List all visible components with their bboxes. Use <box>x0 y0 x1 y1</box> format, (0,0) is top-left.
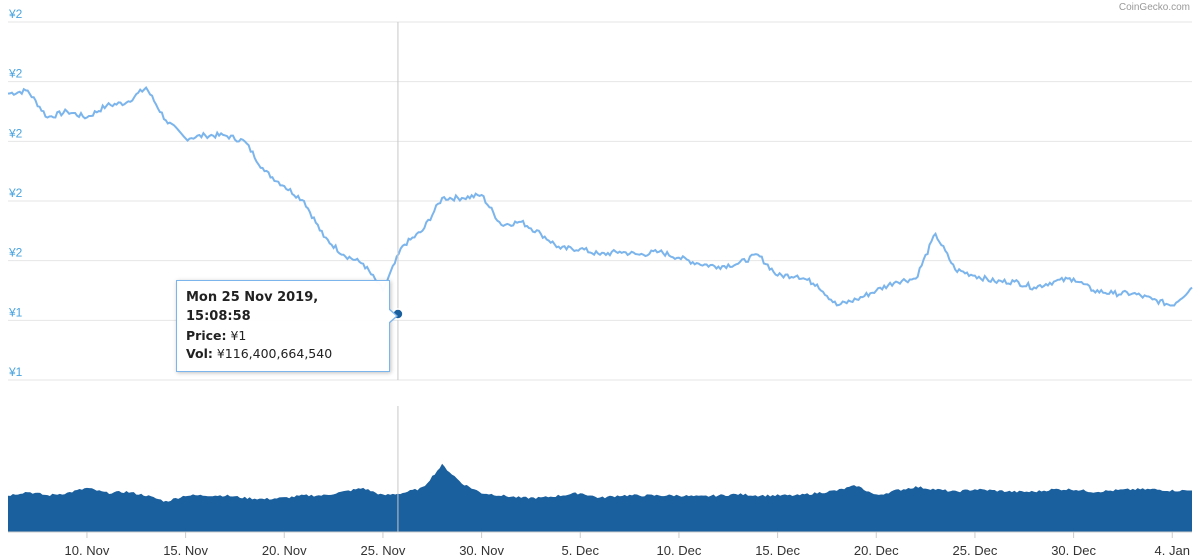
tooltip-date: Mon 25 Nov 2019, 15:08:58 <box>186 290 319 324</box>
x-tick-label: 20. Dec <box>854 543 899 558</box>
tooltip-vol-label: Vol: <box>186 345 213 361</box>
y-tick-label: ¥2 <box>8 186 23 200</box>
x-tick-label: 15. Dec <box>755 543 800 558</box>
x-tick-label: 5. Dec <box>561 543 599 558</box>
x-tick-label: 30. Dec <box>1051 543 1096 558</box>
x-tick-label: 25. Dec <box>953 543 998 558</box>
tooltip-vol-row: Vol: ¥116,400,664,540 <box>186 345 380 363</box>
x-tick-label: 4. Jan <box>1155 543 1190 558</box>
y-tick-label: ¥2 <box>8 7 23 21</box>
y-tick-label: ¥1 <box>8 365 23 379</box>
tooltip-arrow-inner <box>388 309 396 323</box>
volume-area <box>8 463 1192 532</box>
y-axis-ticks: ¥2 ¥2 ¥2 ¥2 ¥2 ¥1 ¥1 <box>8 7 23 379</box>
tooltip-price-row: Price: ¥1 <box>186 327 380 345</box>
x-tick-label: 30. Nov <box>459 543 504 558</box>
x-axis: 10. Nov 15. Nov 20. Nov 25. Nov 30. Nov 5. De… <box>8 531 1192 558</box>
y-tick-label: ¥2 <box>8 67 23 81</box>
tooltip: Mon 25 Nov 2019, 15:08:58 Price: ¥1 Vol:… <box>176 280 398 372</box>
tooltip-price-value: ¥1 <box>230 327 247 343</box>
x-tick-label: 20. Nov <box>262 543 307 558</box>
price-line <box>7 85 1193 307</box>
tooltip-price-label: Price: <box>186 327 227 343</box>
tooltip-vol-value: ¥116,400,664,540 <box>216 345 333 361</box>
credit-label: CoinGecko.com <box>1119 2 1190 13</box>
x-tick-label: 10. Nov <box>65 543 110 558</box>
volume-series <box>8 463 1192 532</box>
y-tick-label: ¥2 <box>8 126 23 140</box>
y-tick-label: ¥2 <box>8 246 23 260</box>
y-tick-label: ¥1 <box>8 305 23 319</box>
x-tick-label: 25. Nov <box>361 543 406 558</box>
x-tick-label: 15. Nov <box>163 543 208 558</box>
x-tick-label: 10. Dec <box>657 543 702 558</box>
